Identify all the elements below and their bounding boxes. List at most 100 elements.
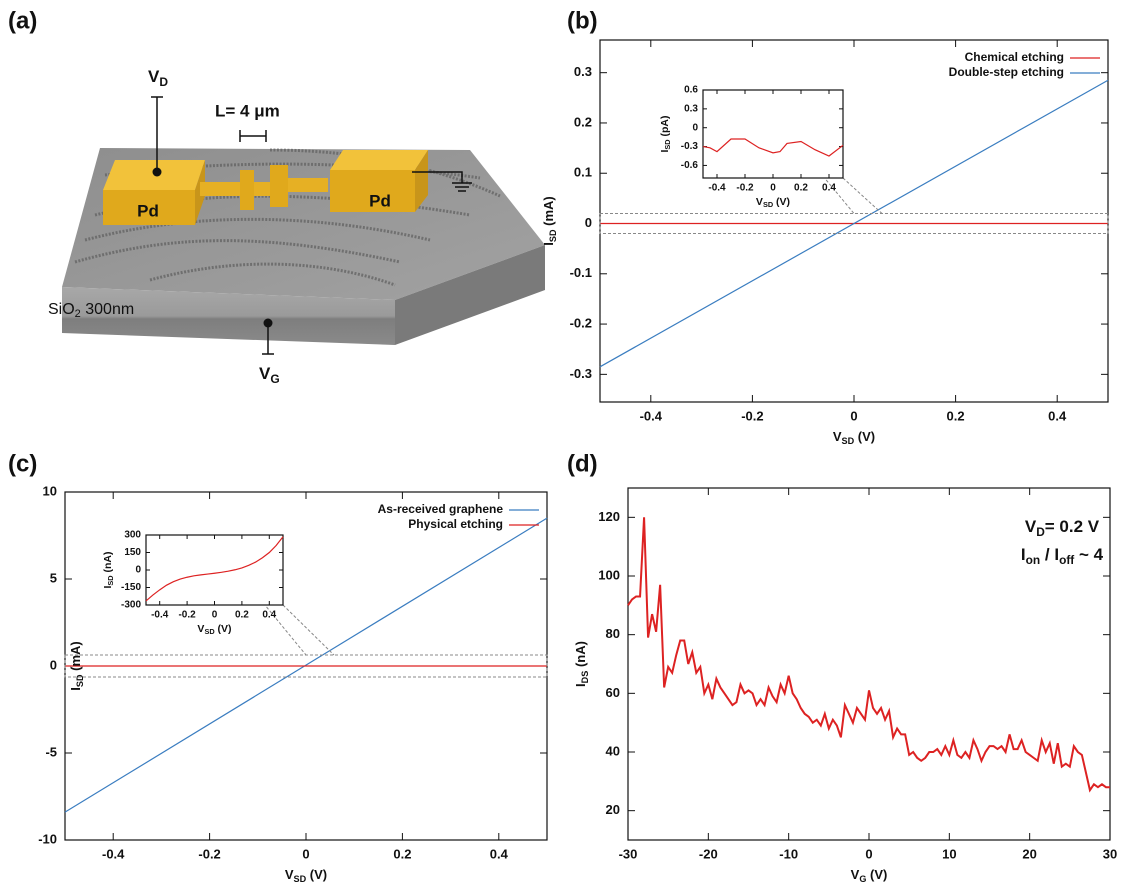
x-tick-label: -30 [619,846,638,861]
zoom-link [266,606,307,656]
x-tick-label: 30 [1103,846,1117,861]
label-part: / I [1040,545,1059,564]
x-tick-label: 0.2 [794,183,808,194]
y-tick-label: 0 [692,122,698,133]
y-tick-label: -0.2 [570,316,592,331]
x-tick-label: -0.2 [198,846,220,861]
label-part: (nA) [573,641,588,671]
panel-label: (b) [567,7,598,34]
zoom-link [825,179,855,214]
x-tick-label: 0.2 [393,846,411,861]
zoom-region [599,213,1109,235]
label-part: D [1036,525,1045,539]
inset-x-label: VSD (V) [197,623,231,636]
label-part: V [756,196,763,208]
label-part: SD [663,139,672,149]
label-part: V [285,867,294,882]
x-tick-label: -0.2 [178,610,196,621]
y-tick-label: 0 [585,215,592,230]
probe [270,165,288,207]
annotation: VD= 0.2 V [1025,517,1100,539]
channel [200,182,240,196]
channel [288,178,328,192]
x-tick-label: 0.4 [1048,408,1067,423]
label-part: ~ 4 [1074,545,1103,564]
zoom-link [282,604,335,656]
length-label: L= 4 μm [215,101,280,120]
zoom-link [842,177,883,214]
label-part: (pA) [659,115,671,139]
y-tick-label: 0.3 [574,64,592,79]
inset-y-label: ISD (pA) [659,115,672,152]
label-part: SD [548,229,558,242]
label-part: (V) [306,867,327,882]
terminal-label: VG [259,364,280,386]
x-tick-label: 0 [302,846,309,861]
substrate-label: SiO2 300nm [48,301,134,320]
label-part: DS [580,671,590,684]
label-part: V [1025,517,1037,536]
label-part: V [851,867,860,882]
label-part: (mA) [541,196,556,229]
x-tick-label: 10 [942,846,956,861]
x-tick-label: 0 [865,846,872,861]
length-bracket [239,130,267,142]
pad-label: Pd [137,201,159,220]
pad-front [330,170,415,212]
label-part: on [1026,553,1041,567]
x-tick-label: 0.4 [822,183,836,194]
y-tick-label: 0.1 [574,165,592,180]
substrate-side [395,245,545,345]
label-part: SD [106,575,115,585]
channel [254,182,270,196]
y-tick-label: 0 [135,565,141,576]
x-tick-label: 0 [770,183,776,194]
y-tick-label: 5 [50,570,57,585]
y-tick-label: 80 [606,626,620,641]
pad-front [103,190,195,225]
panel-label: (c) [8,450,37,477]
data-line [599,79,1109,368]
inset-frame [145,534,284,606]
label-part: (nA) [102,551,114,575]
label-part: (V) [773,196,790,208]
x-tick-label: -20 [699,846,718,861]
label-part: (V) [854,429,875,444]
ground [412,171,472,192]
x-tick-label: -0.2 [741,408,763,423]
y-tick-label: -0.3 [570,366,592,381]
y-tick-label: 20 [606,802,620,817]
x-tick-label: -0.4 [151,610,169,621]
y-tick-label: -0.1 [570,265,592,280]
label-part: = 0.2 V [1045,517,1100,536]
y-tick-label: -150 [121,582,141,593]
label-part: (mA) [68,641,83,674]
y-tick-label: 120 [598,509,620,524]
y-tick-label: 300 [124,530,141,541]
x-tick-label: 0.4 [262,610,276,621]
y-axis-label: IDS (nA) [573,641,590,687]
label-part: (V) [215,623,232,635]
x-tick-label: -10 [779,846,798,861]
x-tick-label: 0.2 [947,408,965,423]
substrate-front [62,287,395,345]
label-part: G [859,874,866,884]
label-part: SD [204,627,214,636]
label-part: SD [75,674,85,687]
pad-side [415,150,428,212]
x-axis-label: VSD (V) [833,429,875,446]
x-tick-label: 0.4 [490,846,509,861]
x-axis-label: VSD (V) [285,867,327,884]
probe [240,170,254,210]
data-line [627,517,1110,793]
y-axis-label: ISD (mA) [541,196,558,245]
data-line [702,138,844,157]
y-tick-label: 0.3 [684,103,698,114]
y-tick-label: -300 [121,600,141,611]
y-tick-label: 10 [43,483,57,498]
y-tick-label: 100 [598,567,620,582]
x-tick-label: -0.4 [640,408,663,423]
label-part: I [68,687,83,691]
label-part: SD [763,200,773,209]
